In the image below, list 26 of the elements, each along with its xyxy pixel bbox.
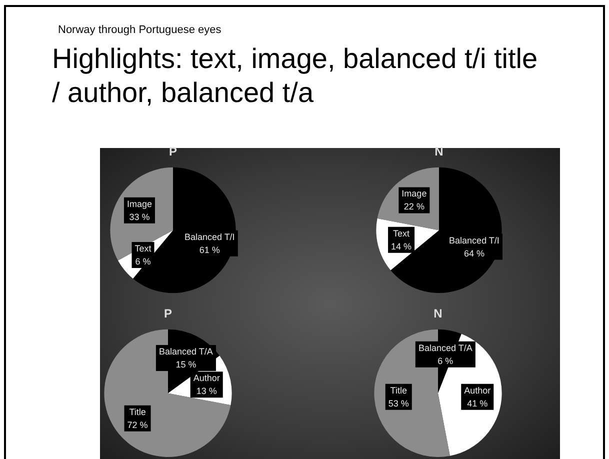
data-label: 6 % (135, 256, 151, 267)
data-label: 33 % (129, 212, 150, 222)
data-label: 22 % (404, 202, 424, 212)
slice-label: Balanced T/I (449, 235, 500, 246)
slice-label: Author (464, 385, 491, 396)
data-label: 53 % (388, 398, 409, 408)
chart-title: N (434, 144, 444, 159)
slice-label: Title (129, 406, 146, 417)
data-label: 41 % (467, 398, 488, 408)
data-label: 64 % (464, 248, 484, 258)
data-label: 14 % (391, 241, 412, 252)
chart-title: P (168, 144, 178, 159)
slice-label: Title (390, 385, 407, 396)
data-label: 6 % (438, 356, 454, 366)
text: Highlights: text, image, balanced t/i title / author, balanced t/a (52, 42, 539, 110)
slice-label: Balanced T/I (184, 232, 235, 242)
chart-title: N (434, 306, 442, 321)
data-label: 72 % (127, 420, 148, 430)
text: Norway through Portuguese eyes (58, 24, 222, 36)
slice-label: Text (393, 228, 410, 238)
slice-label: Text (134, 244, 152, 254)
slice-label: Image (402, 188, 427, 199)
slice-label: Balanced T/A (418, 342, 472, 353)
chart-title: P (164, 306, 172, 321)
slice-label: Image (126, 198, 152, 209)
data-label: 61 % (199, 244, 220, 255)
